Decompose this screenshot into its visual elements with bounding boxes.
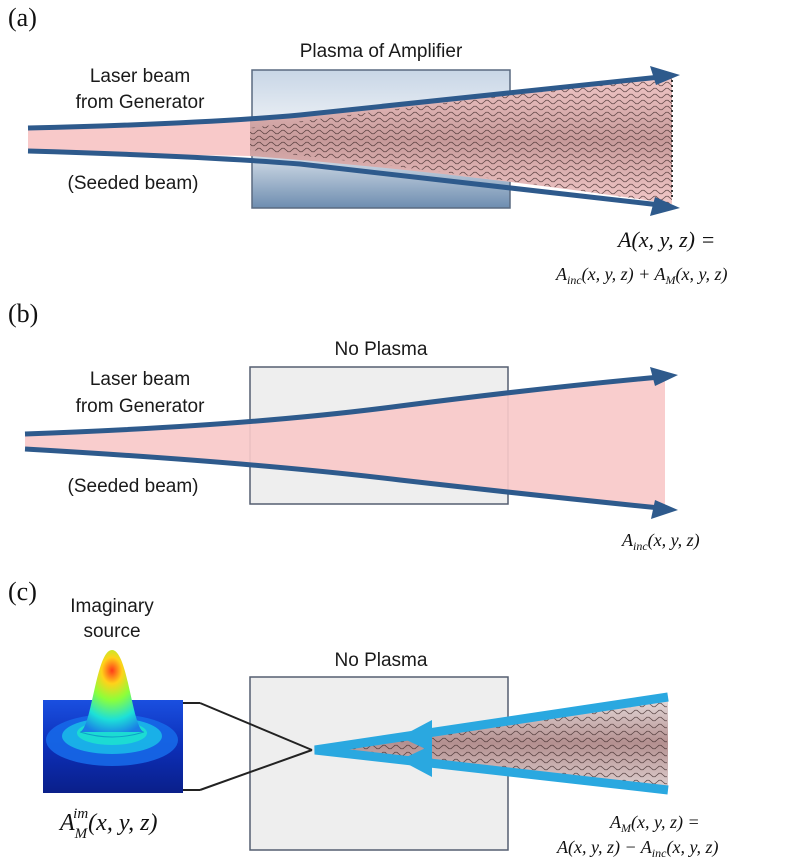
seeded-label-b: (Seeded beam) bbox=[68, 476, 199, 497]
no-plasma-title-b: No Plasma bbox=[335, 339, 428, 360]
source-equation: AMim(x, y, z) bbox=[58, 806, 157, 842]
connector-top bbox=[199, 702, 313, 751]
arrowhead-lower-a bbox=[650, 197, 680, 216]
panel-b-letter: (b) bbox=[8, 299, 38, 328]
beam-edge-lower-b bbox=[24, 446, 661, 511]
beam-edge-upper-b bbox=[24, 374, 661, 437]
panel-a: (a) Plasma of Amplifier Laser beam from … bbox=[8, 3, 727, 287]
reverse-beam-edges bbox=[314, 692, 669, 795]
panel-a-letter: (a) bbox=[8, 3, 37, 32]
beam-edge-lower-a bbox=[27, 148, 661, 208]
equation-a-line2: Ainc(x, y, z) + AM(x, y, z) bbox=[555, 264, 727, 287]
wave-line bbox=[250, 147, 672, 153]
reverse-arrowhead-upper bbox=[400, 720, 432, 752]
panel-c-letter: (c) bbox=[8, 577, 37, 606]
imaginary-source-line1: Imaginary bbox=[70, 596, 154, 617]
equation-b: Ainc(x, y, z) bbox=[621, 530, 700, 553]
equation-a-line1: A(x, y, z) = bbox=[616, 227, 715, 252]
beam-edge-upper-a bbox=[27, 74, 661, 131]
beam-label-line1-b: Laser beam bbox=[90, 369, 190, 390]
arrowhead-upper-a bbox=[650, 66, 680, 85]
equation-c-line1: AM(x, y, z) = bbox=[609, 812, 700, 835]
no-plasma-title-c: No Plasma bbox=[335, 650, 428, 671]
imaginary-source-line2: source bbox=[83, 621, 140, 642]
wave-line bbox=[315, 744, 667, 750]
arrowhead-lower-b bbox=[651, 500, 678, 519]
wave-line bbox=[250, 153, 672, 159]
gaussian-source-image bbox=[43, 650, 183, 793]
beam-label-line1-a: Laser beam bbox=[90, 66, 190, 87]
panel-b: (b) No Plasma Laser beam from Generator … bbox=[8, 299, 700, 553]
beam-label-line2-b: from Generator bbox=[76, 396, 205, 417]
wave-line bbox=[250, 141, 672, 147]
beam-label-line2-a: from Generator bbox=[76, 92, 205, 113]
beam-b bbox=[25, 376, 665, 508]
wave-line bbox=[250, 129, 672, 135]
wave-line bbox=[250, 135, 672, 141]
arrowhead-upper-b bbox=[650, 367, 678, 386]
wave-line bbox=[250, 123, 672, 129]
seeded-label-a: (Seeded beam) bbox=[68, 173, 199, 194]
panel-c: (c) Imaginary source No Plasma AMim(x, y… bbox=[8, 577, 718, 860]
connector-bottom bbox=[199, 749, 313, 791]
plasma-box-title: Plasma of Amplifier bbox=[300, 41, 463, 62]
equation-c-line2: A(x, y, z) − Ainc(x, y, z) bbox=[556, 837, 718, 860]
amplified-beam bbox=[250, 76, 672, 204]
reverse-arrowhead-lower bbox=[400, 745, 432, 777]
